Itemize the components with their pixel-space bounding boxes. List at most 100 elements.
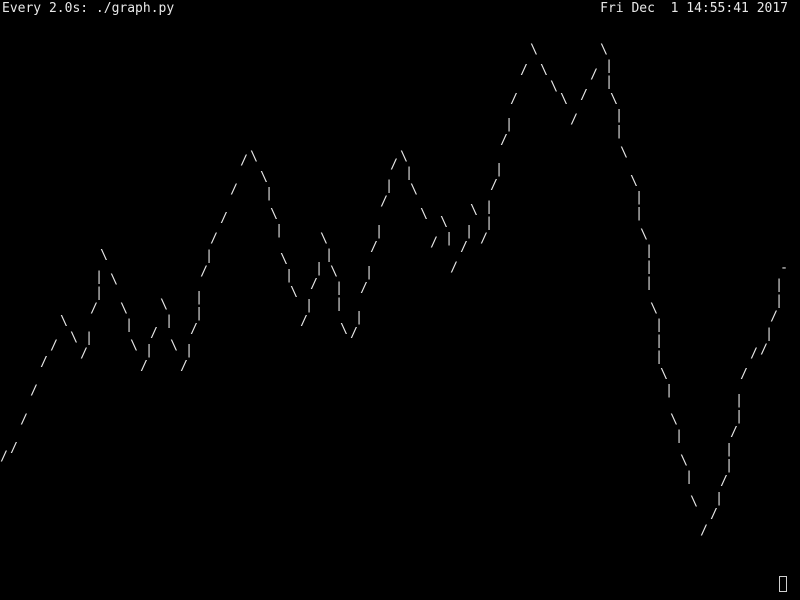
graph-point-43-0: /: [430, 236, 438, 251]
graph-point-73-2: |: [735, 393, 743, 408]
graph-point-35-1: |: [355, 310, 363, 325]
graph-point-65-2: |: [655, 334, 663, 349]
graph-point-29-0: \: [290, 285, 298, 300]
graph-point-48-1: |: [485, 216, 493, 231]
graph-point-54-0: \: [540, 63, 548, 78]
graph-point-34-0: \: [340, 322, 348, 337]
graph-point-20-1: |: [205, 249, 213, 264]
graph-point-36-1: |: [365, 265, 373, 280]
graph-point-68-1: |: [685, 470, 693, 485]
graph-point-33-2: |: [335, 297, 343, 312]
graph-point-3-0: /: [30, 384, 38, 399]
graph-point-11-0: \: [110, 273, 118, 288]
graph-point-18-1: |: [185, 343, 193, 358]
graph-point-49-1: |: [495, 162, 503, 177]
graph-point-0-0: /: [0, 449, 8, 464]
graph-point-5-0: /: [50, 339, 58, 354]
graph-point-63-0: \: [630, 174, 638, 189]
graph-point-73-0: /: [730, 425, 738, 440]
graph-point-72-0: /: [720, 474, 728, 489]
graph-point-72-2: |: [725, 442, 733, 457]
graph-point-50-0: /: [500, 133, 508, 148]
graph-point-76-1: |: [765, 327, 773, 342]
graph-point-48-2: |: [485, 200, 493, 215]
graph-point-32-0: \: [320, 232, 328, 247]
graph-point-36-0: /: [360, 281, 368, 296]
graph-point-26-1: |: [265, 186, 273, 201]
graph-point-25-0: \: [250, 150, 258, 165]
graph-point-66-0: \: [660, 367, 668, 382]
graph-point-32-1: |: [325, 248, 333, 263]
graph-point-44-0: \: [440, 215, 448, 230]
graph-point-60-0: \: [600, 43, 608, 58]
graph-point-61-0: \: [610, 92, 618, 107]
graph-point-73-1: |: [735, 409, 743, 424]
graph-point-2-0: /: [20, 412, 28, 427]
graph-point-37-0: /: [370, 240, 378, 255]
graph-point-72-1: |: [725, 458, 733, 473]
graph-point-45-0: /: [450, 260, 458, 275]
graph-point-33-1: |: [335, 281, 343, 296]
graph-point-14-0: /: [140, 359, 148, 374]
graph-point-44-1: |: [445, 231, 453, 246]
graph-point-28-0: \: [280, 252, 288, 267]
graph-point-15-0: /: [150, 326, 158, 341]
graph-point-38-0: /: [380, 195, 388, 210]
graph-point-1-0: /: [10, 441, 18, 456]
graph-point-71-1: |: [715, 491, 723, 506]
graph-point-6-0: \: [60, 314, 68, 329]
graph-point-40-0: \: [400, 150, 408, 165]
graph-point-68-0: \: [680, 454, 688, 469]
graph-point-75-0: /: [750, 347, 758, 362]
graph-point-63-1: |: [635, 190, 643, 205]
graph-point-65-0: \: [650, 302, 658, 317]
graph-point-50-1: |: [505, 117, 513, 132]
graph-point-67-1: |: [675, 428, 683, 443]
graph-point-64-1: |: [645, 244, 653, 259]
graph-point-63-2: |: [635, 206, 643, 221]
graph-point-46-1: |: [465, 224, 473, 239]
graph-point-65-1: |: [655, 318, 663, 333]
graph-point-30-1: |: [305, 298, 313, 313]
graph-point-26-0: \: [260, 170, 268, 185]
graph-point-60-1: |: [605, 59, 613, 74]
graph-point-55-0: \: [550, 80, 558, 95]
graph-point-16-0: \: [160, 297, 168, 312]
graph-point-65-3: |: [655, 350, 663, 365]
graph-point-7-0: \: [70, 330, 78, 345]
graph-point-23-0: /: [230, 182, 238, 197]
graph-point-62-0: \: [620, 145, 628, 160]
graph-point-61-2: |: [615, 124, 623, 139]
graph-point-31-1: |: [315, 261, 323, 276]
graph-point-42-0: \: [420, 207, 428, 222]
graph-point-27-1: |: [275, 223, 283, 238]
graph-point-57-0: /: [570, 113, 578, 128]
graph-point-53-0: \: [530, 43, 538, 58]
graph-point-9-1: |: [95, 286, 103, 301]
graph-point-70-0: /: [700, 523, 708, 538]
graph-point-17-0: \: [170, 339, 178, 354]
graph-point-51-0: /: [510, 92, 518, 107]
graph-point-12-0: \: [120, 302, 128, 317]
graph-point-8-0: /: [80, 347, 88, 362]
graph-point-4-0: /: [40, 355, 48, 370]
graph-point-76-0: /: [760, 343, 768, 358]
graph-point-13-0: \: [130, 339, 138, 354]
graph-point-78-0: -: [780, 260, 788, 275]
graph-point-20-0: /: [200, 265, 208, 280]
graph-point-38-1: |: [385, 179, 393, 194]
graph-point-37-1: |: [375, 224, 383, 239]
graph-point-67-0: \: [670, 412, 678, 427]
graph-point-60-2: |: [605, 75, 613, 90]
graph-point-28-1: |: [285, 268, 293, 283]
graph-point-41-0: \: [410, 182, 418, 197]
graph-point-69-0: \: [690, 495, 698, 510]
graph-point-52-0: /: [520, 63, 528, 78]
graph-point-33-0: \: [330, 265, 338, 280]
graph-point-77-2: |: [775, 278, 783, 293]
graph-point-9-0: /: [90, 302, 98, 317]
graph-point-21-0: /: [210, 232, 218, 247]
graph-point-71-0: /: [710, 507, 718, 522]
